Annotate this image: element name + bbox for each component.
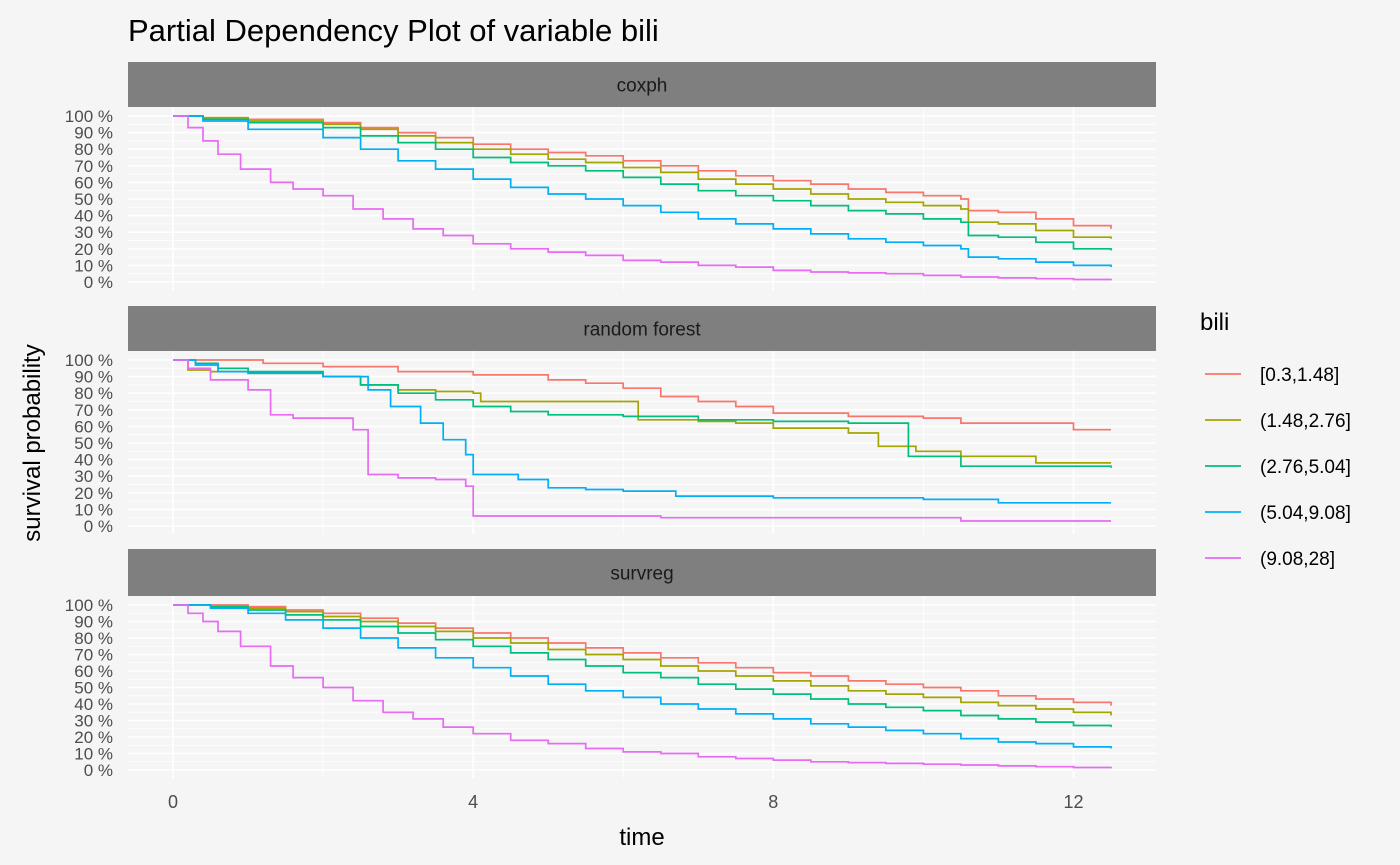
y-tick-label: 40 % bbox=[74, 695, 113, 714]
y-tick-label: 60 % bbox=[74, 417, 113, 436]
strip-label-survreg: survreg bbox=[610, 564, 673, 585]
y-tick-label: 70 % bbox=[74, 157, 113, 176]
y-tick-label: 80 % bbox=[74, 140, 113, 159]
y-tick-label: 100 % bbox=[65, 596, 113, 615]
y-tick-label: 70 % bbox=[74, 646, 113, 665]
y-tick-label: 10 % bbox=[74, 745, 113, 764]
series-line-survreg-4 bbox=[173, 604, 1112, 749]
y-tick-label: 100 % bbox=[65, 107, 113, 126]
strip-random-forest bbox=[128, 306, 1156, 351]
panel-random-forest: random forest 0 %10 %20 %30 %40 %50 %60 %… bbox=[65, 306, 1156, 536]
y-tick-label: 0 % bbox=[84, 761, 113, 780]
legend-label: (9.08,28] bbox=[1260, 549, 1335, 570]
y-tick-label: 50 % bbox=[74, 679, 113, 698]
series-line-coxph-2 bbox=[173, 115, 1112, 239]
strip-label-coxph: coxph bbox=[617, 76, 668, 97]
y-tick-label: 50 % bbox=[74, 434, 113, 453]
series-line-random-forest-1 bbox=[173, 359, 1111, 431]
series-line-random-forest-4 bbox=[173, 359, 1111, 504]
y-tick-label: 30 % bbox=[74, 467, 113, 486]
series-line-random-forest-3 bbox=[173, 359, 1112, 468]
legend-label: (5.04,9.08] bbox=[1260, 503, 1351, 524]
y-tick-label: 30 % bbox=[74, 223, 113, 242]
y-tick-label: 0 % bbox=[84, 273, 113, 292]
y-tick-label: 70 % bbox=[74, 401, 113, 420]
legend-label: [0.3,1.48] bbox=[1260, 365, 1339, 386]
y-tick-label: 60 % bbox=[74, 173, 113, 192]
x-tick-label: 12 bbox=[1063, 792, 1083, 812]
y-tick-label: 80 % bbox=[74, 384, 113, 403]
y-tick-label: 10 % bbox=[74, 500, 113, 519]
y-tick-label: 30 % bbox=[74, 712, 113, 731]
x-tick-label: 4 bbox=[468, 792, 478, 812]
y-tick-label: 60 % bbox=[74, 662, 113, 681]
y-tick-label: 100 % bbox=[65, 351, 113, 370]
y-tick-label: 90 % bbox=[74, 368, 113, 387]
y-tick-label: 10 % bbox=[74, 256, 113, 275]
series-line-survreg-3 bbox=[173, 604, 1112, 728]
x-axis: 0 4 8 12 bbox=[168, 792, 1083, 812]
series-line-coxph-5 bbox=[173, 115, 1112, 281]
legend-title: bili bbox=[1200, 309, 1229, 336]
panel-coxph: coxph 0 %10 %20 %30 %40 %50 %60 %70 %80 %… bbox=[65, 62, 1156, 292]
y-tick-label: 0 % bbox=[84, 517, 113, 536]
strip-survreg bbox=[128, 549, 1156, 596]
series-line-coxph-1 bbox=[173, 115, 1112, 229]
y-axis-title: survival probability bbox=[19, 344, 46, 541]
y-tick-label: 20 % bbox=[74, 240, 113, 259]
x-tick-label: 8 bbox=[768, 792, 778, 812]
strip-label-random-forest: random forest bbox=[583, 320, 701, 341]
panel-survreg: survreg 0 %10 %20 %30 %40 %50 %60 %70 %80… bbox=[65, 549, 1156, 780]
legend-label: (2.76,5.04] bbox=[1260, 457, 1351, 478]
strip-coxph bbox=[128, 62, 1156, 107]
y-tick-label: 90 % bbox=[74, 613, 113, 632]
y-tick-label: 90 % bbox=[74, 124, 113, 143]
chart-title: Partial Dependency Plot of variable bili bbox=[128, 13, 659, 48]
y-tick-label: 50 % bbox=[74, 190, 113, 209]
legend: bili [0.3,1.48] (1.48,2.76] (2.76,5.04] (5.… bbox=[1200, 309, 1351, 570]
series-line-survreg-2 bbox=[173, 604, 1112, 716]
series-line-survreg-5 bbox=[173, 604, 1112, 769]
y-tick-label: 20 % bbox=[74, 728, 113, 747]
series-line-random-forest-5 bbox=[173, 359, 1111, 522]
series-line-coxph-3 bbox=[173, 115, 1112, 251]
y-tick-label: 20 % bbox=[74, 484, 113, 503]
x-tick-label: 0 bbox=[168, 792, 178, 812]
x-axis-title: time bbox=[619, 824, 664, 851]
series-line-survreg-1 bbox=[173, 604, 1112, 706]
y-tick-label: 40 % bbox=[74, 207, 113, 226]
y-tick-label: 80 % bbox=[74, 629, 113, 648]
y-tick-label: 40 % bbox=[74, 451, 113, 470]
legend-label: (1.48,2.76] bbox=[1260, 411, 1351, 432]
series-line-coxph-4 bbox=[173, 115, 1112, 268]
